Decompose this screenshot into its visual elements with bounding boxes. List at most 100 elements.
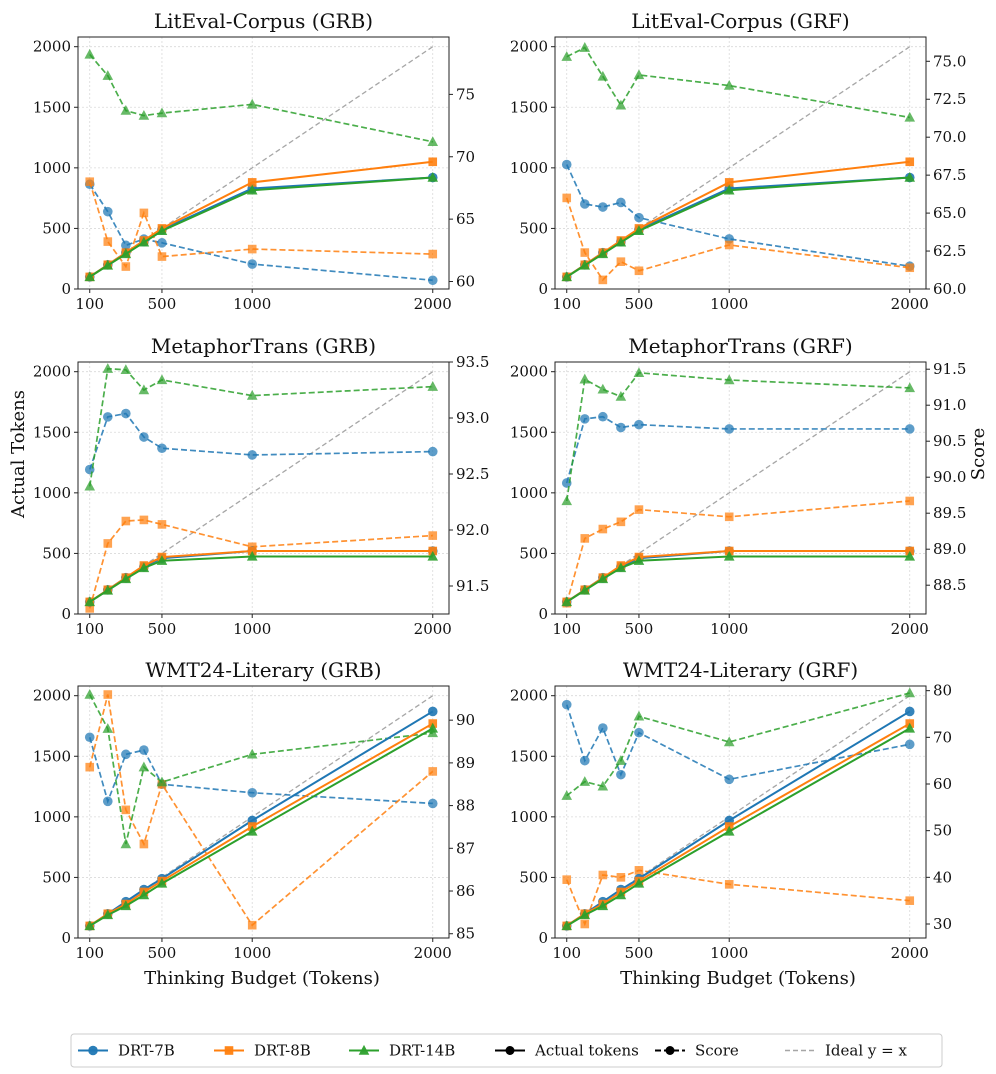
actual-point-drt-14b-300 — [597, 573, 609, 584]
score-point-drt-14b-500 — [156, 374, 168, 385]
y-tick-label-1500: 1500 — [510, 747, 548, 765]
score-line-drt-14b — [88, 367, 433, 487]
actual-point-drt-14b-500 — [156, 877, 168, 888]
score-tick-label-30: 30 — [933, 915, 952, 933]
actual-point-drt-14b-500 — [633, 877, 645, 888]
x-tick-label-2000: 2000 — [891, 620, 929, 638]
x-tick-label-2000: 2000 — [891, 944, 929, 962]
score-point-drt-7b-500 — [634, 419, 644, 430]
score-point-drt-14b-2000 — [904, 687, 916, 698]
score-point-drt-14b-100 — [561, 790, 573, 800]
x-tick-label-500: 500 — [625, 620, 654, 638]
actual-point-drt-14b-200 — [102, 584, 114, 595]
x-tick-label-1000: 1000 — [233, 944, 271, 962]
score-point-drt-7b-200 — [102, 206, 113, 217]
actual-point-drt-14b-2000 — [427, 722, 439, 733]
score-point-drt-14b-500 — [633, 69, 645, 80]
actual-point-drt-14b-200 — [579, 584, 591, 595]
panel-title: WMT24-Literary (GRB) — [145, 658, 381, 682]
score-point-drt-7b-1000 — [247, 787, 258, 798]
y-tick-label-1500: 1500 — [33, 747, 71, 765]
actual-point-drt-14b-500 — [633, 555, 645, 565]
actual-point-drt-14b-1000 — [246, 550, 258, 561]
legend-label: DRT-14B — [389, 1042, 455, 1060]
y-tick-label-1000: 1000 — [33, 484, 71, 502]
score-point-drt-14b-100 — [84, 688, 96, 699]
actual-point-drt-14b-200 — [579, 909, 591, 920]
x-tick-label-100: 100 — [75, 944, 104, 962]
legend-label: DRT-7B — [118, 1042, 175, 1060]
score-point-drt-7b-100 — [84, 732, 95, 743]
score-point-drt-8b-1000 — [724, 880, 734, 889]
y-tick-label-1500: 1500 — [33, 98, 71, 116]
actual-line-drt-14b — [89, 176, 433, 278]
actual-point-drt-14b-1000 — [723, 550, 735, 561]
x-tick-label-1000: 1000 — [233, 295, 271, 313]
actual-point-drt-14b-2000 — [904, 550, 916, 561]
score-point-drt-14b-100 — [84, 48, 96, 59]
actual-point-drt-14b-2000 — [427, 550, 439, 561]
actual-point-drt-14b-400 — [615, 236, 627, 247]
actual-point-drt-14b-1000 — [723, 184, 735, 195]
score-point-drt-7b-2000 — [427, 446, 438, 457]
actual-point-drt-14b-300 — [597, 248, 609, 259]
score-point-drt-14b-400 — [138, 384, 150, 395]
score-point-drt-14b-2000 — [427, 136, 439, 146]
score-point-drt-14b-100 — [561, 51, 573, 61]
score-point-drt-8b-300 — [598, 524, 608, 534]
score-point-drt-8b-200 — [103, 237, 113, 246]
score-line-drt-14b — [566, 692, 910, 797]
score-point-drt-8b-400 — [139, 515, 149, 525]
score-point-drt-7b-200 — [102, 796, 113, 807]
score-point-drt-7b-400 — [616, 769, 626, 780]
actual-point-drt-7b-2000 — [904, 706, 915, 717]
score-point-drt-7b-100 — [561, 159, 572, 170]
score-tick-label-75: 75 — [456, 85, 475, 103]
score-tick-label-89.5: 89.5 — [933, 504, 966, 522]
score-point-drt-14b-1000 — [246, 748, 258, 759]
score-tick-label-89: 89 — [456, 754, 475, 772]
score-point-drt-14b-200 — [579, 373, 591, 384]
x-tick-label-1000: 1000 — [233, 620, 271, 638]
score-tick-label-92: 92.0 — [456, 521, 489, 539]
legend-label: Actual tokens — [534, 1042, 639, 1060]
left-y-axis-label: Actual Tokens — [8, 390, 29, 519]
score-tick-label-90.5: 90.5 — [933, 432, 966, 450]
right-y-axis-label: Score — [968, 428, 989, 481]
score-point-drt-7b-500 — [157, 238, 167, 248]
y-tick-label-1500: 1500 — [510, 423, 548, 441]
legend-entry-ideal-y-x: Ideal y = x — [785, 1042, 907, 1060]
score-point-drt-8b-2000 — [905, 263, 915, 273]
actual-point-drt-14b-1000 — [246, 184, 258, 195]
legend-entry-drt-8b: DRT-8B — [214, 1042, 311, 1060]
x-axis-label-right: Thinking Budget (Tokens) — [620, 968, 856, 989]
score-point-drt-14b-400 — [138, 761, 150, 772]
score-point-drt-8b-2000 — [428, 531, 438, 540]
panel-metaphortrans-grf: 0 500 1000 1500 2000 100 500 1000 2000 88.5 89.0 89… — [510, 334, 967, 638]
plot-frame — [554, 36, 927, 290]
x-tick-label-1000: 1000 — [710, 944, 748, 962]
score-point-drt-8b-500 — [157, 520, 167, 529]
score-point-drt-8b-200 — [103, 539, 113, 548]
x-tick-label-2000: 2000 — [414, 295, 452, 313]
actual-point-drt-14b-500 — [633, 225, 645, 236]
score-line-drt-14b — [89, 53, 433, 143]
score-tick-label-50: 50 — [933, 822, 952, 840]
score-point-drt-14b-200 — [102, 70, 114, 80]
actual-line-drt-7b — [89, 550, 433, 603]
actual-point-drt-14b-500 — [156, 225, 168, 236]
score-tick-label-72.5: 72.5 — [933, 90, 966, 108]
y-tick-label-0: 0 — [61, 605, 71, 623]
score-line-drt-8b — [88, 181, 433, 269]
plot-frame — [554, 685, 927, 939]
score-point-drt-14b-1000 — [246, 98, 258, 109]
actual-point-drt-14b-500 — [156, 555, 168, 565]
score-point-drt-7b-500 — [157, 443, 167, 454]
score-point-drt-8b-500 — [157, 252, 167, 261]
x-axis-label-left: Thinking Budget (Tokens) — [144, 968, 380, 989]
score-point-drt-14b-500 — [633, 367, 645, 377]
